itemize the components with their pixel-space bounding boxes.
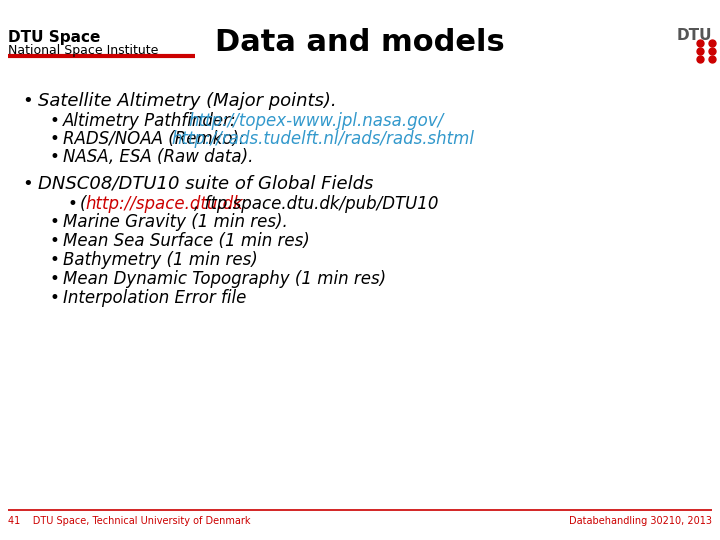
Text: •: • <box>50 130 60 148</box>
Text: http://topex-www.jpl.nasa.gov/: http://topex-www.jpl.nasa.gov/ <box>189 112 444 130</box>
Text: Mean Dynamic Topography (1 min res): Mean Dynamic Topography (1 min res) <box>63 270 386 288</box>
Text: Altimetry Pathfinder:: Altimetry Pathfinder: <box>63 112 242 130</box>
Text: •: • <box>50 232 60 250</box>
Text: Bathymetry (1 min res): Bathymetry (1 min res) <box>63 251 258 269</box>
Text: •: • <box>68 195 78 213</box>
Text: 41    DTU Space, Technical University of Denmark: 41 DTU Space, Technical University of De… <box>8 516 251 526</box>
Text: Mean Sea Surface (1 min res): Mean Sea Surface (1 min res) <box>63 232 310 250</box>
Text: DNSC08/DTU10 suite of Global Fields: DNSC08/DTU10 suite of Global Fields <box>38 175 374 193</box>
Text: RADS/NOAA (Remko):: RADS/NOAA (Remko): <box>63 130 250 148</box>
Text: National Space Institute: National Space Institute <box>8 44 158 57</box>
Text: DTU Space: DTU Space <box>8 30 100 45</box>
Text: •: • <box>50 270 60 288</box>
Text: NASA, ESA (Raw data).: NASA, ESA (Raw data). <box>63 148 253 166</box>
Text: Databehandling 30210, 2013: Databehandling 30210, 2013 <box>569 516 712 526</box>
Text: Marine Gravity (1 min res).: Marine Gravity (1 min res). <box>63 213 288 231</box>
Text: http://space.dtu.dk: http://space.dtu.dk <box>86 195 243 213</box>
Text: •: • <box>22 175 32 193</box>
Text: •: • <box>22 92 32 110</box>
Text: •: • <box>50 251 60 269</box>
Text: DTU: DTU <box>677 28 712 43</box>
Text: •: • <box>50 148 60 166</box>
Text: Satellite Altimetry (Major points).: Satellite Altimetry (Major points). <box>38 92 337 110</box>
Text: (: ( <box>80 195 86 213</box>
Text: http://rads.tudelft.nl/rads/rads.shtml: http://rads.tudelft.nl/rads/rads.shtml <box>171 130 474 148</box>
Text: Data and models: Data and models <box>215 28 505 57</box>
Text: Interpolation Error file: Interpolation Error file <box>63 289 246 307</box>
Text: , ftp.space.dtu.dk/pub/DTU10: , ftp.space.dtu.dk/pub/DTU10 <box>194 195 438 213</box>
Text: •: • <box>50 112 60 130</box>
Text: •: • <box>50 289 60 307</box>
Text: •: • <box>50 213 60 231</box>
